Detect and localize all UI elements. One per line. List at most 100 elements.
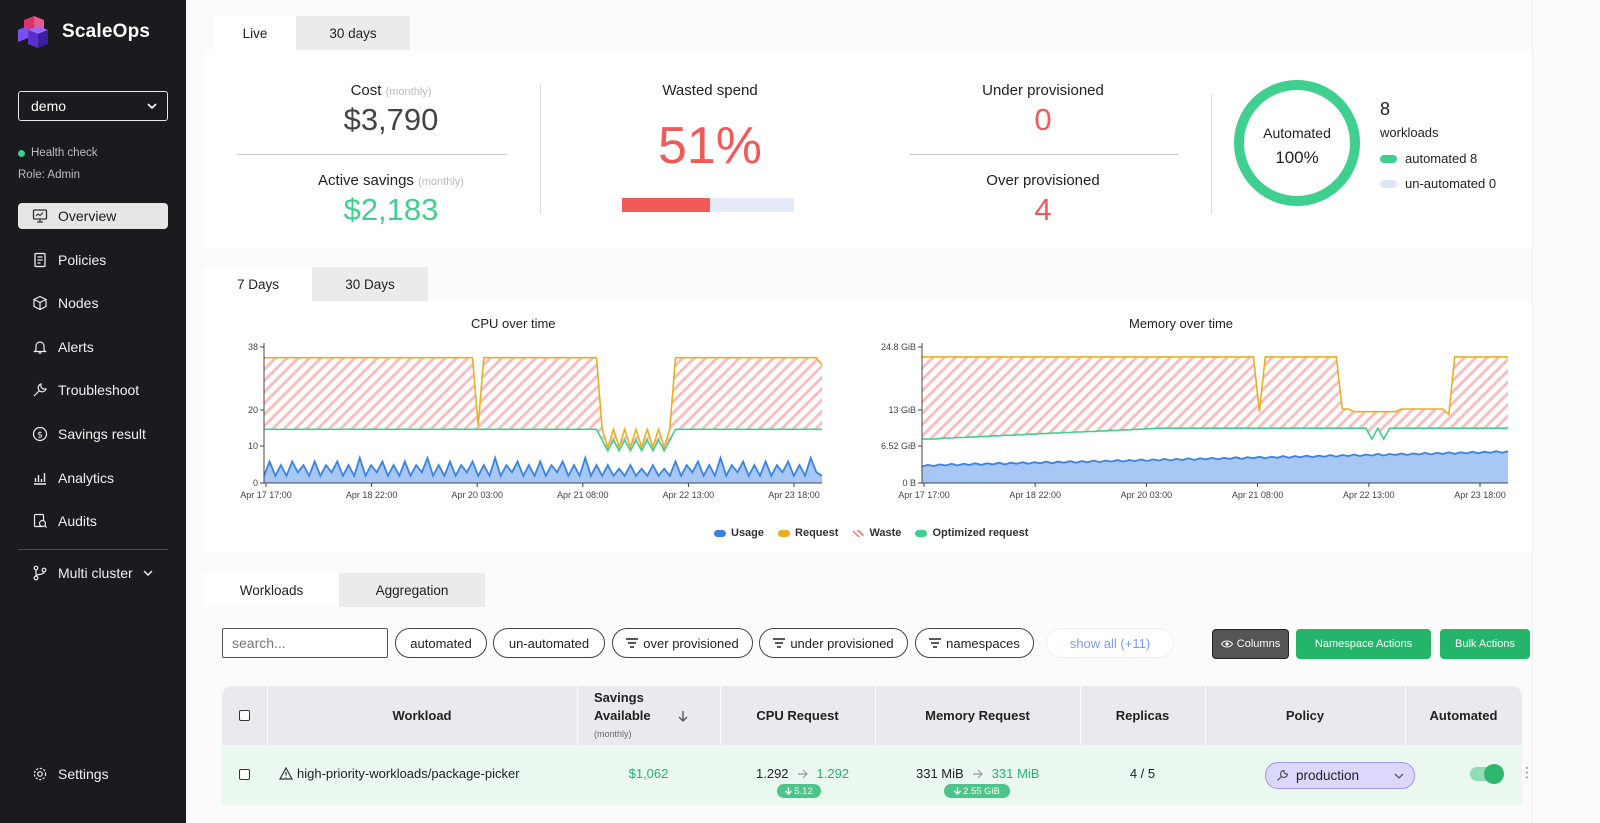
sidebar-item-audits[interactable]: Audits bbox=[18, 508, 168, 534]
sidebar-item-settings[interactable]: Settings bbox=[32, 766, 109, 782]
waste-swatch-icon bbox=[852, 529, 865, 537]
filter-over-provisioned[interactable]: over provisioned bbox=[612, 628, 753, 658]
y-tick-label: 0 bbox=[253, 478, 258, 488]
columns-button[interactable]: Columns bbox=[1212, 629, 1289, 659]
sidebar-item-multi-cluster[interactable]: Multi cluster bbox=[32, 565, 153, 581]
legend-waste[interactable]: Waste bbox=[852, 527, 901, 539]
filter-unautomated[interactable]: un-automated bbox=[493, 628, 605, 658]
scaleops-logo-icon bbox=[18, 16, 48, 48]
arrow-down-icon bbox=[785, 787, 793, 795]
y-tick-label: 20 bbox=[248, 405, 258, 415]
cube-icon bbox=[32, 295, 48, 311]
sort-down-icon[interactable] bbox=[678, 710, 688, 722]
x-tick-label: Apr 17 17:00 bbox=[898, 490, 950, 500]
tab-7-days[interactable]: 7 Days bbox=[204, 267, 312, 301]
workloads-count: 8 bbox=[1380, 99, 1391, 119]
tab-aggregation[interactable]: Aggregation bbox=[339, 573, 485, 607]
table-tabs: Workloads Aggregation bbox=[204, 573, 485, 607]
arrow-right-icon bbox=[797, 769, 808, 778]
cluster-select[interactable]: demo bbox=[18, 91, 168, 121]
row-more-icon[interactable]: ⋮ bbox=[1520, 764, 1534, 780]
bulk-actions-button[interactable]: Bulk Actions bbox=[1440, 629, 1530, 659]
warning-icon bbox=[279, 767, 293, 780]
column-memory-request[interactable]: Memory Request bbox=[925, 708, 1030, 723]
table-row[interactable]: high-priority-workloads/package-picker $… bbox=[222, 745, 1534, 805]
optimized-swatch-icon bbox=[915, 529, 928, 537]
workloads-label: workloads bbox=[1380, 125, 1439, 140]
filter-automated[interactable]: automated bbox=[395, 628, 487, 658]
replicas-value: 4 / 5 bbox=[1129, 766, 1156, 781]
filter-under-provisioned[interactable]: under provisioned bbox=[759, 628, 908, 658]
waste-area bbox=[922, 356, 1508, 440]
health-check[interactable]: Health check bbox=[18, 147, 97, 159]
under-provisioned-label: Under provisioned bbox=[982, 82, 1104, 99]
toggle-knob bbox=[1484, 764, 1504, 784]
automated-ring-value: 100% bbox=[1275, 148, 1319, 167]
savings-header-period: (monthly) bbox=[594, 728, 632, 739]
workload-cell[interactable]: high-priority-workloads/package-picker bbox=[279, 766, 520, 781]
tab-30-days-chart[interactable]: 30 Days bbox=[312, 267, 428, 301]
column-savings[interactable]: Savings Available (monthly) bbox=[577, 686, 720, 745]
policy-select[interactable]: production bbox=[1265, 762, 1415, 789]
health-check-label: Health check bbox=[31, 147, 98, 159]
bell-icon bbox=[32, 339, 48, 355]
sidebar-item-nodes[interactable]: Nodes bbox=[18, 290, 168, 316]
search-input[interactable] bbox=[222, 628, 388, 658]
x-tick-label: Apr 23 18:00 bbox=[768, 490, 820, 500]
unautomated-legend: un-automated 0 bbox=[1380, 176, 1496, 191]
x-tick-label: Apr 23 18:00 bbox=[1454, 490, 1506, 500]
over-provisioned-label: Over provisioned bbox=[986, 172, 1100, 189]
automated-toggle[interactable] bbox=[1470, 764, 1504, 784]
wasted-spend-bar-fill bbox=[622, 198, 710, 212]
legend-usage[interactable]: Usage bbox=[714, 527, 764, 539]
column-replicas[interactable]: Replicas bbox=[1115, 708, 1170, 723]
sidebar-item-savings-result[interactable]: $ Savings result bbox=[18, 421, 168, 447]
policy-value: production bbox=[1296, 768, 1360, 783]
sidebar-item-policies[interactable]: Policies bbox=[18, 247, 168, 273]
chart-legend: Usage Request Waste Optimized request bbox=[714, 527, 1028, 539]
summary-divider bbox=[1211, 94, 1212, 214]
sidebar-item-label: Troubleshoot bbox=[58, 382, 140, 399]
y-tick-label: 0 B bbox=[902, 478, 916, 488]
wrench-icon bbox=[1277, 769, 1289, 781]
sidebar-item-analytics[interactable]: Analytics bbox=[18, 465, 168, 491]
usage-line bbox=[263, 454, 823, 479]
tab-workloads[interactable]: Workloads bbox=[204, 573, 339, 607]
scrollbar-track[interactable] bbox=[1532, 0, 1566, 823]
usage-area bbox=[922, 451, 1508, 483]
sidebar-item-troubleshoot[interactable]: Troubleshoot bbox=[18, 377, 168, 403]
brand-name: ScaleOps bbox=[62, 21, 151, 42]
sidebar-item-overview[interactable]: Overview bbox=[18, 203, 168, 229]
sidebar-divider bbox=[18, 549, 168, 550]
cluster-select-value: demo bbox=[31, 98, 67, 114]
column-automated[interactable]: Automated bbox=[1429, 708, 1498, 723]
x-tick-label: Apr 22 13:00 bbox=[663, 490, 715, 500]
request-line bbox=[922, 356, 1508, 417]
cpu-request-cell: 1.292 1.292 bbox=[756, 766, 849, 781]
sidebar-item-label: Savings result bbox=[58, 425, 146, 442]
tab-30-days[interactable]: 30 days bbox=[296, 16, 410, 50]
usage-swatch-icon bbox=[714, 529, 726, 537]
savings-period: (monthly) bbox=[418, 176, 464, 188]
tab-live[interactable]: Live bbox=[214, 16, 296, 50]
x-tick-label: Apr 22 13:00 bbox=[1343, 490, 1395, 500]
summary-card: Cost (monthly) $3,790 Active savings (mo… bbox=[204, 50, 1566, 248]
column-workload[interactable]: Workload bbox=[392, 708, 452, 723]
savings-header-label: Savings Available bbox=[594, 689, 651, 723]
filter-namespaces[interactable]: namespaces bbox=[915, 628, 1034, 658]
show-all-filters[interactable]: show all (+11) bbox=[1046, 628, 1174, 658]
namespace-actions-button[interactable]: Namespace Actions bbox=[1296, 629, 1431, 659]
row-checkbox[interactable] bbox=[239, 769, 250, 780]
arrow-right-icon bbox=[972, 769, 983, 778]
cpu-chart-title: CPU over time bbox=[471, 316, 556, 331]
select-all-checkbox[interactable] bbox=[239, 710, 250, 721]
logo[interactable]: ScaleOps bbox=[18, 16, 150, 48]
legend-optimized-request[interactable]: Optimized request bbox=[915, 527, 1028, 539]
column-cpu-request[interactable]: CPU Request bbox=[756, 708, 839, 723]
sidebar-item-alerts[interactable]: Alerts bbox=[18, 334, 168, 360]
row-checkbox-cell bbox=[239, 768, 250, 783]
column-policy[interactable]: Policy bbox=[1285, 708, 1325, 723]
summary-divider bbox=[540, 84, 541, 214]
automated-ring-label: Automated bbox=[1263, 125, 1331, 141]
legend-request[interactable]: Request bbox=[778, 527, 838, 539]
